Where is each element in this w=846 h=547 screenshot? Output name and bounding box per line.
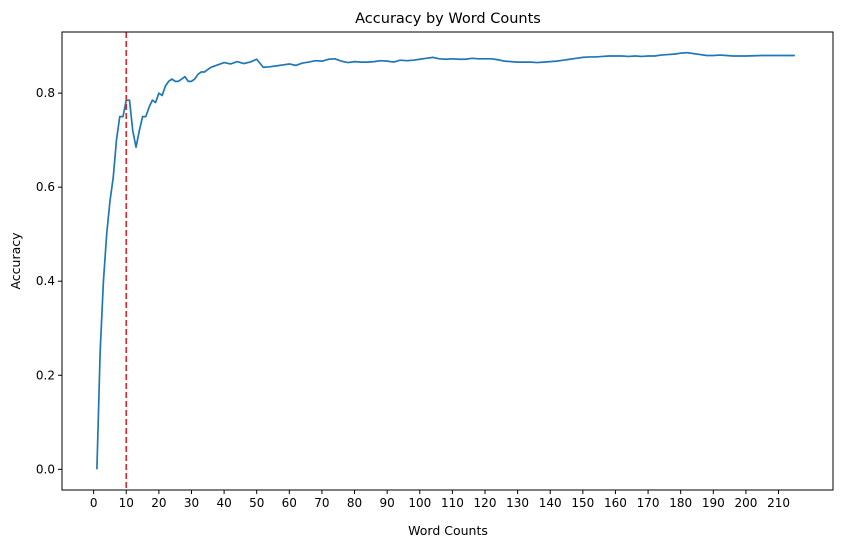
x-tick-label: 160 [604,496,627,510]
x-tick-label: 100 [408,496,431,510]
x-tick-label: 130 [506,496,529,510]
x-tick-label: 30 [184,496,199,510]
x-axis-ticks: 0 10 20 30 40 50 60 70 80 90 100 110 120 130 140 150 160… [90,490,790,510]
x-tick-label: 40 [216,496,231,510]
x-tick-label: 90 [380,496,395,510]
x-tick-label: 140 [539,496,562,510]
x-tick-label: 200 [734,496,757,510]
y-axis-title: Accuracy [8,232,23,290]
x-tick-label: 170 [637,496,660,510]
y-tick-label: 0.4 [36,274,55,288]
x-tick-label: 180 [669,496,692,510]
x-tick-label: 20 [151,496,166,510]
y-tick-label: 0.8 [36,86,55,100]
plot-area: 0 10 20 30 40 50 60 70 80 90 100 110 120 130 140 150 160… [36,31,834,510]
y-axis-ticks: 0.0 0.2 0.4 0.6 0.8 [36,86,62,476]
x-tick-label: 70 [314,496,329,510]
x-tick-label: 120 [474,496,497,510]
plot-frame [61,31,834,491]
x-tick-label: 210 [767,496,790,510]
x-tick-label: 190 [702,496,725,510]
y-tick-label: 0.2 [36,368,55,382]
x-tick-label: 50 [249,496,264,510]
series-layer [96,51,795,470]
y-tick-label: 0.6 [36,180,55,194]
chart-title: Accuracy by Word Counts [355,11,541,27]
accuracy-series-line [96,51,795,470]
y-tick-label: 0.0 [36,462,55,476]
x-tick-label: 10 [119,496,134,510]
x-tick-label: 60 [282,496,297,510]
x-tick-label: 150 [571,496,594,510]
x-tick-label: 0 [90,496,98,510]
x-axis-title: Word Counts [408,523,488,538]
x-tick-label: 80 [347,496,362,510]
x-tick-label: 110 [441,496,464,510]
